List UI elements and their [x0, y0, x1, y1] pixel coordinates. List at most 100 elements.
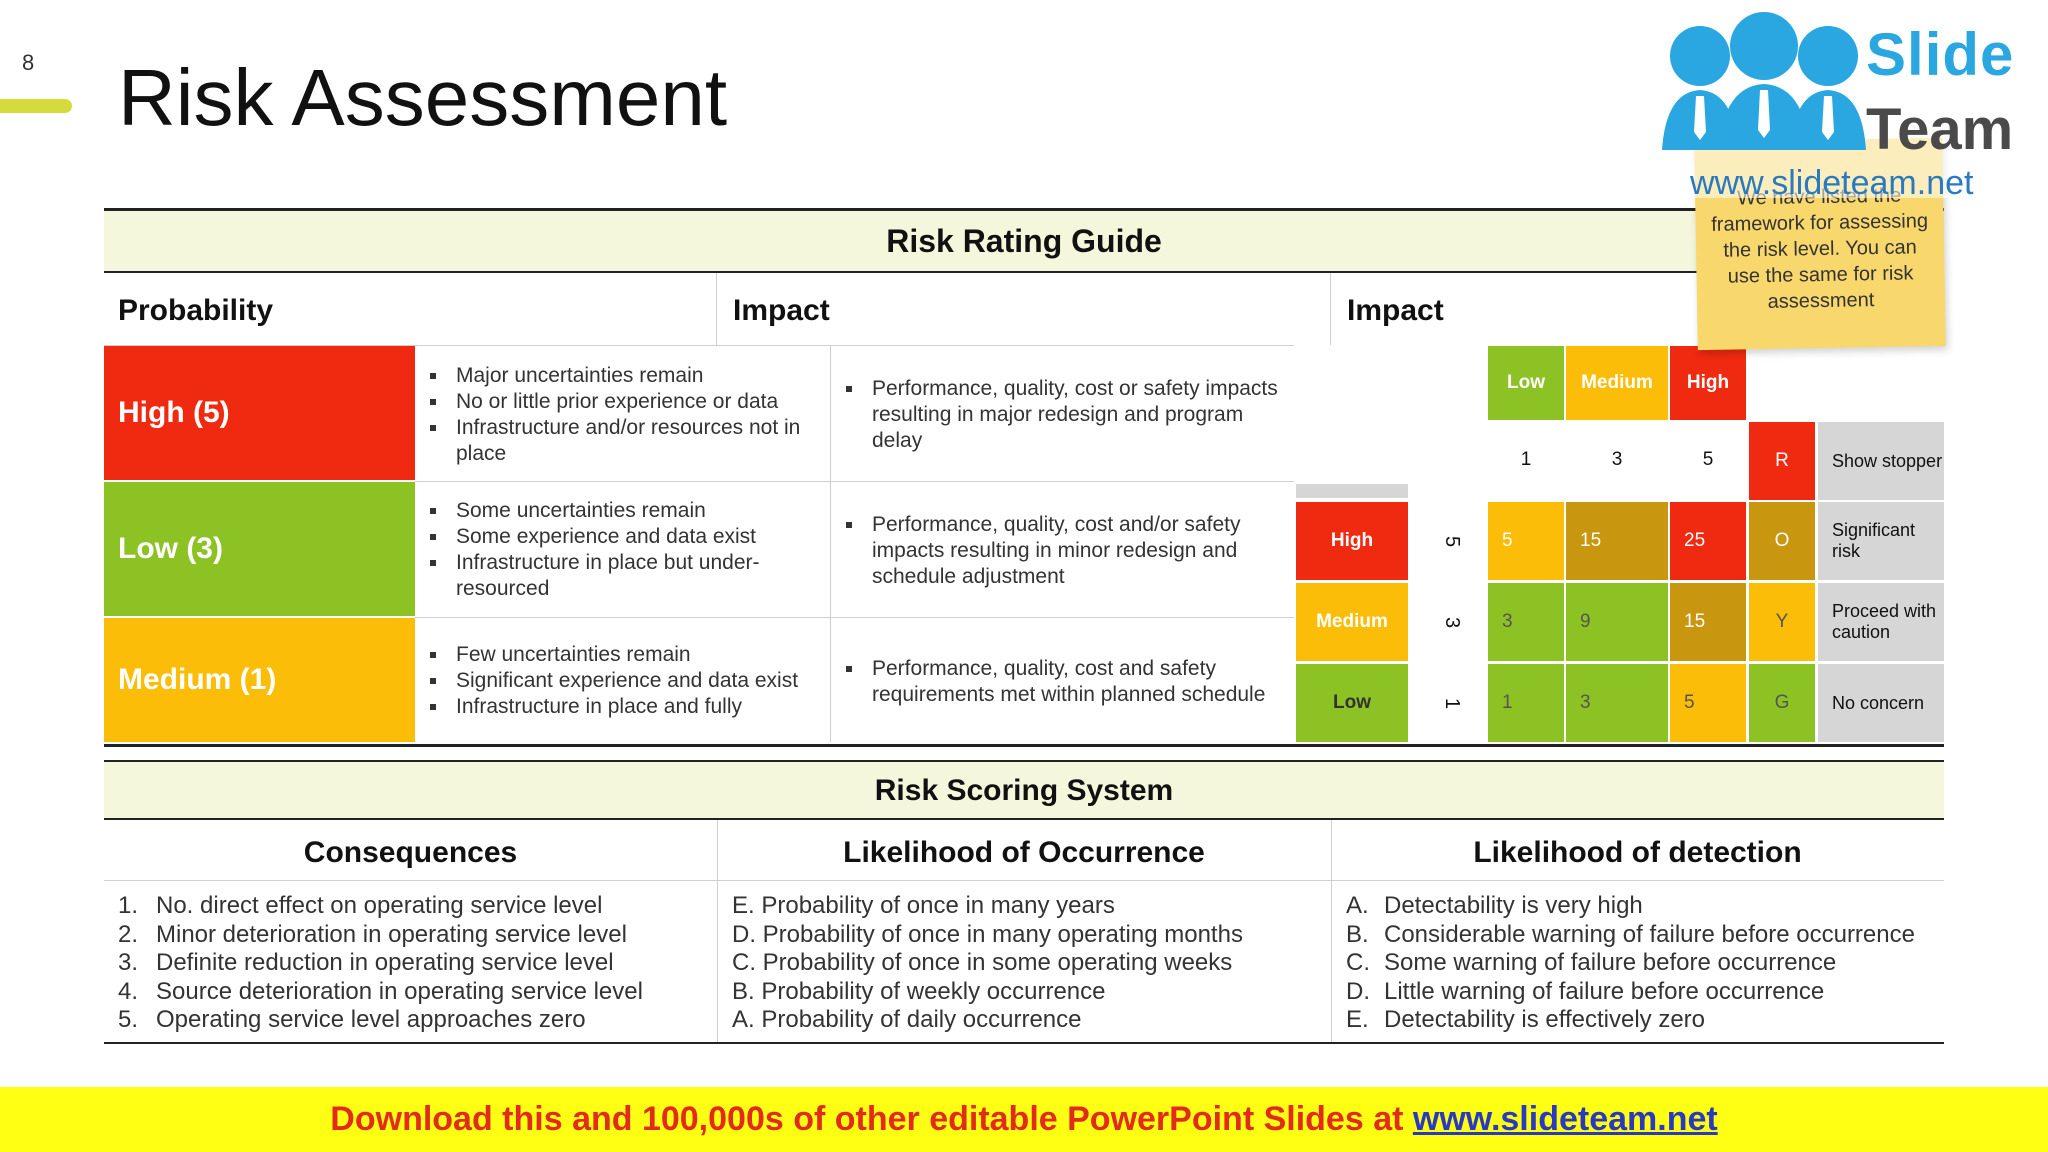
- list-item: 4. Source deterioration in operating serv…: [118, 978, 708, 1007]
- rule-score-band-bottom: [104, 818, 1944, 820]
- impact-medium-list: Performance, quality, cost and safety re…: [842, 656, 1282, 708]
- header-rule: [104, 345, 1294, 346]
- rule-guide-bottom: [104, 271, 1944, 273]
- matrix-row-header-high: High: [1296, 502, 1408, 580]
- list-marker: 2.: [118, 920, 139, 948]
- list-item: 5. Operating service level approaches zer…: [118, 1006, 708, 1035]
- page-title: Risk Assessment: [118, 53, 728, 142]
- prob-low-list: Some uncertainties remain Some experienc…: [426, 498, 816, 602]
- list-item: Performance, quality, cost or safety imp…: [842, 376, 1282, 454]
- matrix-cell: 3: [1566, 664, 1668, 742]
- score-divider-1: [717, 820, 718, 1042]
- list-item: C. Probability of once in some operating…: [732, 949, 1233, 976]
- list-marker: 4.: [118, 977, 139, 1005]
- matrix-row-header-medium: Medium: [1296, 583, 1408, 661]
- matrix-col-header-low: Low: [1488, 346, 1564, 420]
- matrix-col-value-5: 5: [1702, 449, 1714, 470]
- header-likelihood-detection: Likelihood of detection: [1473, 836, 1802, 869]
- accent-bar: [0, 99, 72, 113]
- matrix-col-header-medium: Medium: [1566, 346, 1668, 420]
- list-marker: 1.: [118, 892, 139, 919]
- matrix-row-value-3: 3: [1424, 583, 1480, 661]
- matrix-cell: 15: [1670, 583, 1746, 661]
- list-item: B. Probability of weekly occurrence: [732, 977, 1106, 1005]
- header-likelihood-occurrence: Likelihood of Occurrence: [843, 836, 1205, 869]
- matrix-cell: 5: [1670, 664, 1746, 742]
- list-marker: A.: [1346, 892, 1369, 919]
- list-item: No or little prior experience or data: [426, 389, 816, 415]
- rule-score-bottom: [104, 1042, 1944, 1044]
- list-item: E. Probability of once in many years: [732, 892, 1115, 919]
- row-rule-2: [415, 617, 1294, 618]
- scoring-title: Risk Scoring System: [874, 774, 1174, 807]
- list-item: C. Some warning of failure before occurre…: [1346, 949, 1941, 978]
- matrix-cell: 25: [1670, 502, 1746, 580]
- prob-impact-divider: [830, 346, 831, 742]
- matrix-col-value-1: 1: [1520, 449, 1532, 470]
- list-text: Considerable warning of failure before o…: [1384, 920, 1915, 948]
- list-text: No. direct effect on operating service l…: [156, 892, 603, 919]
- list-item: A. Detectability is very high: [1346, 892, 1941, 921]
- people-logo-icon: [1662, 12, 1866, 150]
- list-item: Infrastructure and/or resources not in p…: [426, 415, 816, 467]
- prob-medium-cell: Medium (1): [104, 618, 415, 742]
- list-item: Some uncertainties remain: [426, 498, 816, 524]
- footer-link[interactable]: www.slideteam.net: [1412, 1100, 1718, 1138]
- matrix-row-value-text: 3: [1441, 616, 1464, 628]
- legend-code-o: O: [1749, 502, 1815, 580]
- list-item: Major uncertainties remain: [426, 363, 816, 389]
- legend-code-r: R: [1749, 422, 1815, 500]
- detection-list: A. Detectability is very high B. Considera…: [1346, 892, 1941, 1035]
- list-item: E. Detectability is effectively zero: [1346, 1006, 1941, 1035]
- occurrence-list: E. Probability of once in many years D. …: [732, 892, 1322, 1035]
- list-text: Detectability is effectively zero: [1384, 1006, 1706, 1033]
- list-item: Few uncertainties remain: [426, 642, 816, 668]
- legend-text-no-concern: No concern: [1818, 664, 1944, 742]
- row-rule-1: [415, 481, 1294, 482]
- matrix-col-header-high: High: [1670, 346, 1746, 420]
- logo-url[interactable]: www.slideteam.net: [1690, 164, 1974, 202]
- list-item: 1. No. direct effect on operating service…: [118, 892, 708, 921]
- matrix-row-value-5: 5: [1424, 502, 1480, 580]
- matrix-cell: 5: [1488, 502, 1564, 580]
- list-marker: 3.: [118, 949, 139, 976]
- matrix-cell: 15: [1566, 502, 1668, 580]
- header-divider-1: [716, 273, 717, 345]
- prob-high-cell: High (5): [104, 346, 415, 480]
- legend-code-y: Y: [1749, 583, 1815, 661]
- list-text: Some warning of failure before occurrenc…: [1384, 949, 1837, 976]
- score-divider-2: [1331, 820, 1332, 1042]
- legend-text-significant-risk: Significant risk: [1818, 502, 1944, 580]
- impact-low-list: Performance, quality, cost and/or safety…: [842, 512, 1282, 590]
- consequences-list: 1. No. direct effect on operating service…: [118, 892, 708, 1035]
- list-text: Detectability is very high: [1384, 892, 1643, 919]
- header-divider-2: [1330, 273, 1331, 345]
- list-text: Little warning of failure before occurre…: [1384, 977, 1825, 1005]
- matrix-cell: 3: [1488, 583, 1564, 661]
- matrix-row-value-text: 1: [1441, 697, 1464, 709]
- list-marker: E.: [1346, 1006, 1369, 1033]
- list-item: B. Considerable warning of failure before…: [1346, 921, 1941, 950]
- rule-top: [104, 208, 1944, 211]
- rating-guide-band: [104, 210, 1944, 272]
- header-impact-matrix: Impact: [1347, 294, 1444, 327]
- scoring-band: [104, 762, 1944, 818]
- logo-word-team: Team: [1866, 97, 2014, 162]
- header-impact: Impact: [733, 294, 830, 327]
- footer-message: Download this and 100,000s of other edit…: [330, 1100, 1413, 1138]
- list-item: Performance, quality, cost and/or safety…: [842, 512, 1282, 590]
- matrix-row-value-1: 1: [1424, 664, 1480, 742]
- list-marker: 5.: [118, 1006, 139, 1033]
- footer-text: Download this and 100,000s of other edit…: [0, 1100, 2048, 1139]
- header-consequences: Consequences: [303, 836, 518, 869]
- matrix-col-value-3: 3: [1611, 449, 1623, 470]
- list-text: Definite reduction in operating service …: [156, 949, 614, 976]
- rating-guide-title: Risk Rating Guide: [886, 223, 1162, 259]
- list-item: D. Little warning of failure before occur…: [1346, 978, 1941, 1007]
- legend-code-g: G: [1749, 664, 1815, 742]
- list-item: Some experience and data exist: [426, 524, 816, 550]
- list-marker: C.: [1346, 949, 1370, 976]
- legend-text-proceed: Proceed with caution: [1818, 583, 1944, 661]
- matrix-row-value-text: 5: [1441, 535, 1464, 547]
- matrix-cell: 1: [1488, 664, 1564, 742]
